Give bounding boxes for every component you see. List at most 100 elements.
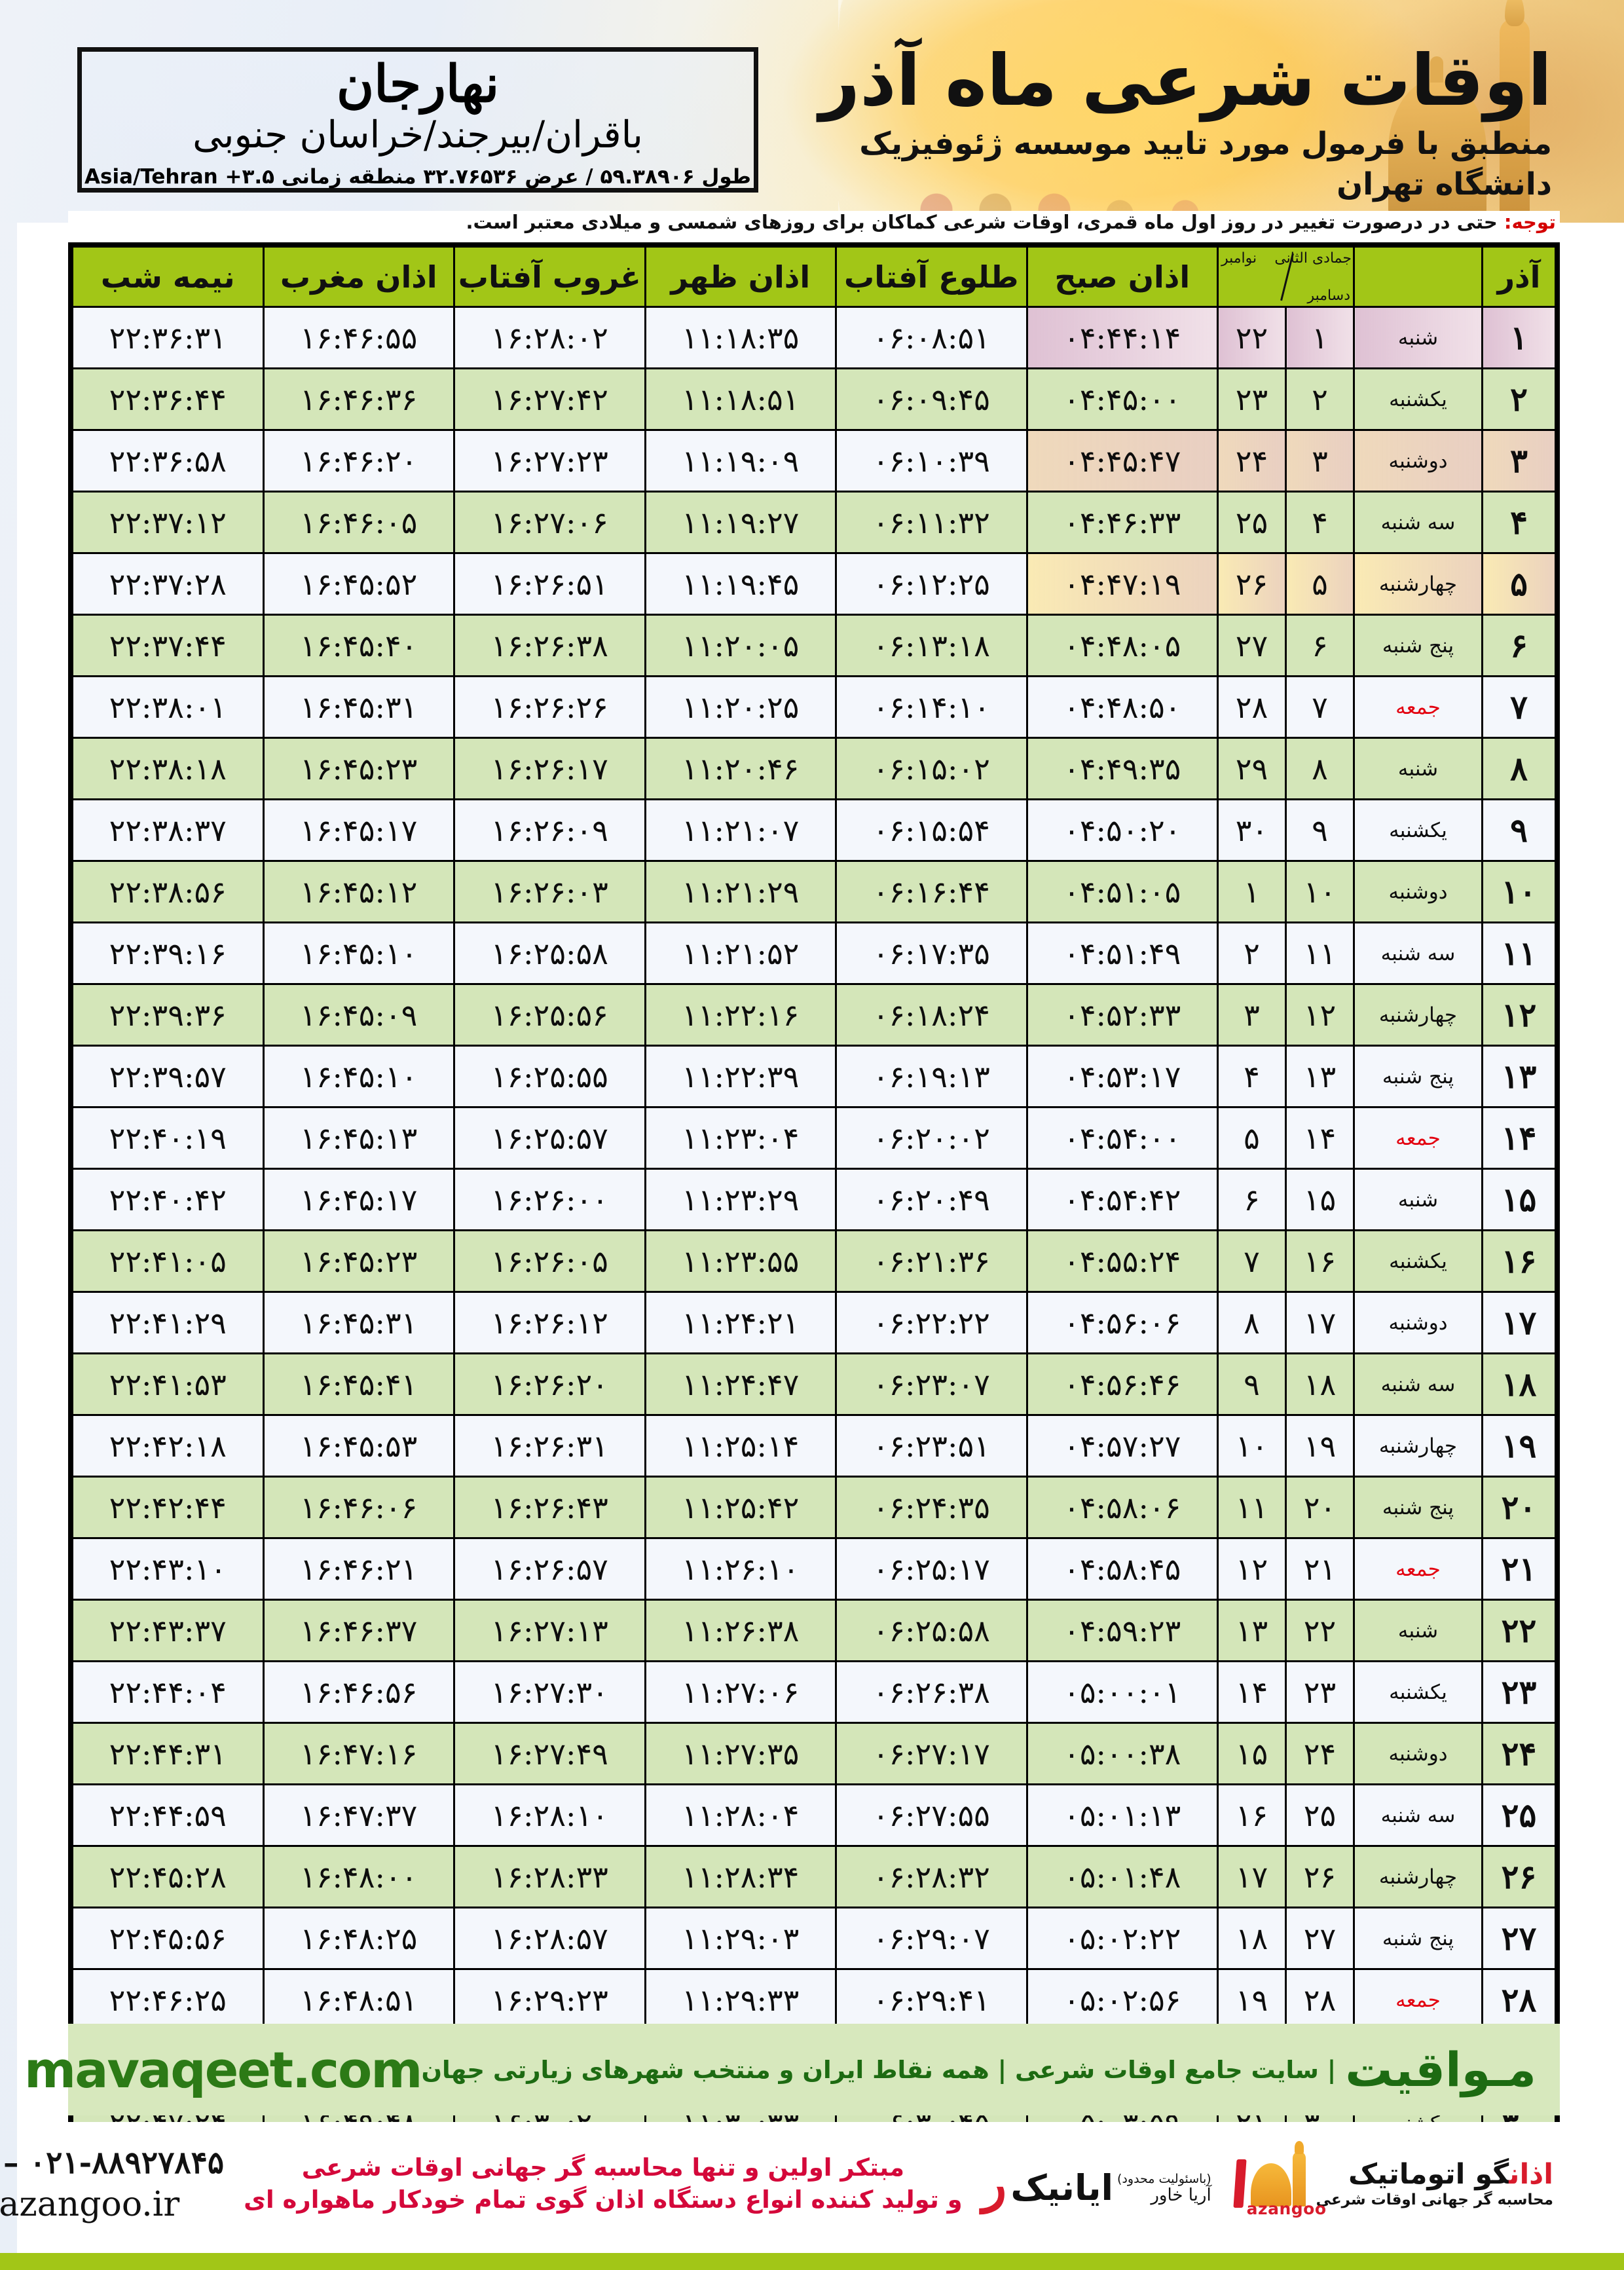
cell-greg: ۲ xyxy=(1217,921,1287,985)
brand-name-persian: مـواقیت xyxy=(1345,2042,1537,2097)
cell-maghrib: ۱۶:۴۵:۴۱ xyxy=(262,1352,455,1416)
cell-hijri: ۱۲ xyxy=(1285,983,1355,1047)
cell-sunrise: ۰۶:۲۹:۰۷ xyxy=(835,1907,1028,1970)
footer-phone-numbers[interactable]: ۰۲۱-۸۸۹۲۷۸۴۵ – ۸۸۹۳۰۶۷۰ xyxy=(0,2144,225,2181)
cell-dhuhr: ۱۱:۲۲:۳۹ xyxy=(644,1045,837,1108)
cell-fajr: ۰۴:۵۰:۲۰ xyxy=(1025,798,1219,862)
cell-greg: ۶ xyxy=(1217,1168,1287,1231)
footer-website-url[interactable]: www.azangoo.ir xyxy=(0,2184,180,2224)
footer-bar: اذانگو اتوماتیک محاسبه گر جهانی اوقات شر… xyxy=(0,2122,1560,2246)
cell-sunrise: ۰۶:۱۱:۳۲ xyxy=(835,491,1028,554)
cell-midnight: ۲۲:۴۲:۴۴ xyxy=(71,1476,265,1539)
azangoo-logo[interactable]: اذانگو اتوماتیک محاسبه گر جهانی اوقات شر… xyxy=(1231,2141,1553,2218)
rayanik-logo[interactable]: (باسئولیت محدود) آریا خاور ایانیک ر xyxy=(982,2158,1211,2209)
location-hierarchy: باقران/بیرجند/خراسان جنوبی xyxy=(193,113,643,157)
table-row: ۲۴ دوشنبه ۲۴ ۱۵ ۰۵:۰۰:۳۸ ۰۶:۲۷:۱۷ ۱۱:۲۷:۳۵ ۱۶:۲… xyxy=(71,1722,1557,1785)
cell-greg: ۴ xyxy=(1217,1045,1287,1108)
cell-midnight: ۲۲:۳۶:۳۱ xyxy=(71,306,265,369)
cell-sunset: ۱۶:۲۸:۳۳ xyxy=(453,1845,646,1908)
cell-fajr: ۰۴:۵۶:۴۶ xyxy=(1025,1352,1219,1416)
table-row: ۲۰ پنج شنبه ۲۰ ۱۱ ۰۴:۵۸:۰۶ ۰۶:۲۴:۳۵ ۱۱:۲۵:۴۲ ۱۶… xyxy=(71,1476,1557,1539)
cell-weekday: دوشنبه xyxy=(1353,1291,1483,1354)
cell-greg: ۲۵ xyxy=(1217,491,1287,554)
cell-day: ۲۸ xyxy=(1481,1968,1557,2032)
cell-day: ۱ xyxy=(1481,306,1557,369)
cell-midnight: ۲۲:۳۸:۰۱ xyxy=(71,675,265,739)
cell-day: ۹ xyxy=(1481,798,1557,862)
rayanik-ltd-note: (باسئولیت محدود) xyxy=(1117,2171,1211,2186)
table-row: ۱۷ دوشنبه ۱۷ ۸ ۰۴:۵۶:۰۶ ۰۶:۲۲:۲۲ ۱۱:۲۴:۲۱ ۱۶:۲۶… xyxy=(71,1291,1557,1354)
cell-day: ۲۰ xyxy=(1481,1476,1557,1539)
cell-weekday: شنبه xyxy=(1353,737,1483,800)
cell-sunset: ۱۶:۲۶:۰۹ xyxy=(453,798,646,862)
page-left-edge xyxy=(0,0,17,2270)
cell-greg: ۱۳ xyxy=(1217,1599,1287,1662)
cell-dhuhr: ۱۱:۲۳:۵۵ xyxy=(644,1229,837,1293)
cell-dhuhr: ۱۱:۲۷:۳۵ xyxy=(644,1722,837,1785)
cell-day: ۲۴ xyxy=(1481,1722,1557,1785)
cell-midnight: ۲۲:۳۶:۴۴ xyxy=(71,367,265,431)
cell-midnight: ۲۲:۴۵:۵۶ xyxy=(71,1907,265,1970)
column-header-december: دسامبر xyxy=(1307,287,1351,304)
alef-letter-mark xyxy=(1233,2159,1247,2208)
cell-maghrib: ۱۶:۴۷:۳۷ xyxy=(262,1783,455,1847)
cell-greg: ۸ xyxy=(1217,1291,1287,1354)
table-row: ۷ جمعه ۷ ۲۸ ۰۴:۴۸:۵۰ ۰۶:۱۴:۱۰ ۱۱:۲۰:۲۵ ۱۶:۲۶:۲۶… xyxy=(71,675,1557,739)
cell-fajr: ۰۴:۵۵:۲۴ xyxy=(1025,1229,1219,1293)
column-header-november: نوامبر xyxy=(1221,250,1257,267)
cell-day: ۱۲ xyxy=(1481,983,1557,1047)
cell-hijri: ۱۸ xyxy=(1285,1352,1355,1416)
cell-hijri: ۱۱ xyxy=(1285,921,1355,985)
cell-weekday: یکشنبه xyxy=(1353,798,1483,862)
cell-sunrise: ۰۶:۲۷:۱۷ xyxy=(835,1722,1028,1785)
cell-hijri: ۲۰ xyxy=(1285,1476,1355,1539)
cell-hijri: ۲۵ xyxy=(1285,1783,1355,1847)
cell-day: ۱۷ xyxy=(1481,1291,1557,1354)
cell-fajr: ۰۴:۴۸:۵۰ xyxy=(1025,675,1219,739)
cell-day: ۱۱ xyxy=(1481,921,1557,985)
column-header-maghrib: اذان مغرب xyxy=(262,246,455,308)
footer-promo-line-2: و تولید کننده انواع دستگاه اذان گوی تمام… xyxy=(244,2186,963,2214)
cell-dhuhr: ۱۱:۲۵:۱۴ xyxy=(644,1414,837,1478)
cell-dhuhr: ۱۱:۲۸:۳۴ xyxy=(644,1845,837,1908)
cell-hijri: ۹ xyxy=(1285,798,1355,862)
brand-website-link[interactable]: mavaqeet.com xyxy=(24,2040,422,2099)
cell-maghrib: ۱۶:۴۵:۱۲ xyxy=(262,860,455,923)
cell-hijri: ۲۳ xyxy=(1285,1660,1355,1724)
cell-sunrise: ۰۶:۱۳:۱۸ xyxy=(835,614,1028,677)
cell-sunrise: ۰۶:۱۵:۵۴ xyxy=(835,798,1028,862)
cell-sunset: ۱۶:۲۶:۵۱ xyxy=(453,552,646,616)
cell-sunrise: ۰۶:۲۳:۵۱ xyxy=(835,1414,1028,1478)
footer-promo-line-1: مبتکر اولین و تنها محاسبه گر جهانی اوقات… xyxy=(301,2153,905,2182)
cell-sunrise: ۰۶:۱۲:۲۵ xyxy=(835,552,1028,616)
table-row: ۱۳ پنج شنبه ۱۳ ۴ ۰۴:۵۳:۱۷ ۰۶:۱۹:۱۳ ۱۱:۲۲:۳۹ ۱۶:… xyxy=(71,1045,1557,1108)
cell-sunset: ۱۶:۲۶:۰۰ xyxy=(453,1168,646,1231)
site-brand-banner: مـواقیت | سایت جامع اوقات شرعی | همه نقا… xyxy=(24,2024,1560,2115)
cell-sunset: ۱۶:۲۶:۰۳ xyxy=(453,860,646,923)
cell-weekday: جمعه xyxy=(1353,675,1483,739)
cell-greg: ۲۷ xyxy=(1217,614,1287,677)
table-row: ۳ دوشنبه ۳ ۲۴ ۰۴:۴۵:۴۷ ۰۶:۱۰:۳۹ ۱۱:۱۹:۰۹ ۱۶:۲۷:… xyxy=(71,429,1557,493)
footer-promo-text: مبتکر اولین و تنها محاسبه گر جهانی اوقات… xyxy=(224,2152,982,2216)
cell-dhuhr: ۱۱:۲۶:۳۸ xyxy=(644,1599,837,1662)
cell-sunset: ۱۶:۲۷:۱۳ xyxy=(453,1599,646,1662)
cell-fajr: ۰۴:۵۷:۲۷ xyxy=(1025,1414,1219,1478)
cell-weekday: شنبه xyxy=(1353,306,1483,369)
cell-dhuhr: ۱۱:۲۴:۴۷ xyxy=(644,1352,837,1416)
table-body: ۱ شنبه ۱ ۲۲ ۰۴:۴۴:۱۴ ۰۶:۰۸:۵۱ ۱۱:۱۸:۳۵ ۱۶:۲۸:۰۲… xyxy=(71,306,1557,2155)
location-name: نهارجان xyxy=(336,54,500,114)
cell-sunrise: ۰۶:۲۱:۳۶ xyxy=(835,1229,1028,1293)
table-row: ۱۰ دوشنبه ۱۰ ۱ ۰۴:۵۱:۰۵ ۰۶:۱۶:۴۴ ۱۱:۲۱:۲۹ ۱۶:۲۶… xyxy=(71,860,1557,923)
cell-weekday: چهارشنبه xyxy=(1353,983,1483,1047)
cell-day: ۸ xyxy=(1481,737,1557,800)
cell-dhuhr: ۱۱:۲۷:۰۶ xyxy=(644,1660,837,1724)
cell-weekday: جمعه xyxy=(1353,1968,1483,2032)
cell-hijri: ۲۷ xyxy=(1285,1907,1355,1970)
cell-midnight: ۲۲:۳۶:۵۸ xyxy=(71,429,265,493)
cell-maghrib: ۱۶:۴۶:۲۱ xyxy=(262,1537,455,1601)
cell-maghrib: ۱۶:۴۵:۱۷ xyxy=(262,1168,455,1231)
page-subtitle: منطبق با فرمول مورد تایید موسسه ژئوفیزیک… xyxy=(859,126,1552,202)
cell-day: ۳ xyxy=(1481,429,1557,493)
cell-weekday: پنج شنبه xyxy=(1353,1045,1483,1108)
cell-fajr: ۰۴:۴۵:۰۰ xyxy=(1025,367,1219,431)
